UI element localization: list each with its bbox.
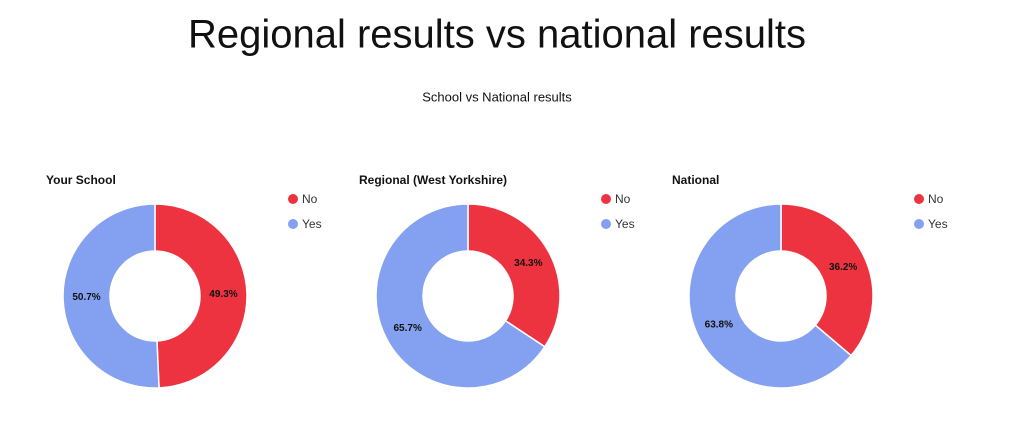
value-label: 34.3% — [514, 258, 542, 269]
legend-label: No — [615, 192, 631, 206]
legend-label: Yes — [615, 217, 635, 231]
value-label: 63.8% — [705, 319, 733, 330]
donut-slice — [780, 203, 874, 357]
donut-slice — [154, 203, 248, 389]
page-subtitle: School vs National results — [422, 89, 572, 104]
donut-slice — [62, 203, 160, 389]
chart-title: National — [672, 173, 719, 187]
value-label: 50.7% — [72, 292, 100, 303]
value-label: 36.2% — [829, 262, 857, 273]
donut-slice — [467, 203, 561, 348]
legend-label: Yes — [928, 217, 948, 231]
page-title: Regional results vs national results — [188, 13, 806, 57]
value-label: 49.3% — [209, 289, 237, 300]
donut-slice — [375, 203, 546, 389]
legend-label: Yes — [302, 217, 322, 231]
chart-title: Your School — [46, 173, 116, 187]
legend-label: No — [302, 192, 318, 206]
value-label: 65.7% — [393, 323, 421, 334]
chart-title: Regional (West Yorkshire) — [359, 173, 507, 187]
legend-label: No — [928, 192, 944, 206]
legend-marker — [914, 219, 924, 229]
legend-marker — [288, 194, 298, 204]
donut-slice — [688, 203, 853, 389]
legend-marker — [601, 194, 611, 204]
legend-marker — [601, 219, 611, 229]
legend-marker — [914, 194, 924, 204]
legend-marker — [288, 219, 298, 229]
